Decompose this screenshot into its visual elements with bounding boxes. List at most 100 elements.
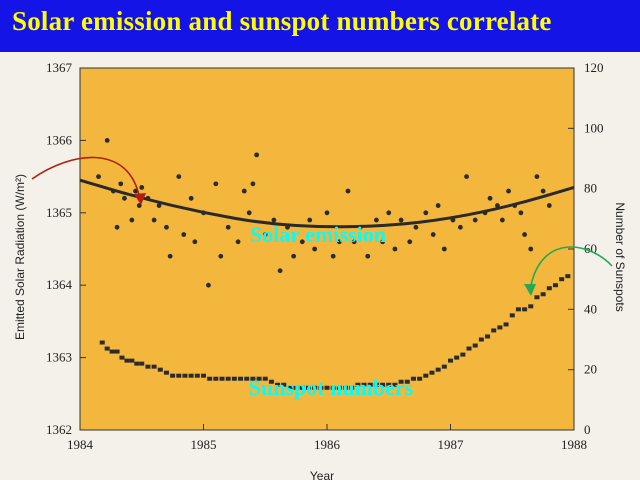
sunspot-point xyxy=(380,382,386,387)
sunspot-point xyxy=(472,343,478,348)
solar-emission-point xyxy=(522,232,527,237)
sunspot-point xyxy=(104,346,110,351)
solar-emission-point xyxy=(206,282,211,288)
solar-emission-point xyxy=(413,224,419,230)
sunspot-point xyxy=(207,376,213,381)
sunspot-point xyxy=(417,376,423,381)
solar-emission-point xyxy=(176,174,182,179)
sunspot-point xyxy=(99,340,105,345)
solar-emission-point xyxy=(122,195,127,201)
solar-emission-point xyxy=(398,217,404,223)
sunspot-point xyxy=(244,376,250,381)
sunspot-point xyxy=(151,364,157,369)
solar-emission-point xyxy=(518,210,524,216)
sunspot-numbers-label: Sunspot numbers xyxy=(249,375,414,400)
solar-emission-point xyxy=(118,181,124,187)
solar-emission-point xyxy=(324,210,330,216)
solar-emission-point xyxy=(156,203,162,208)
solar-emission-point xyxy=(167,253,173,259)
sunspot-point xyxy=(176,373,182,378)
y-right-tick-label: 80 xyxy=(584,181,597,196)
solar-emission-point xyxy=(225,224,231,230)
solar-emission-point xyxy=(218,253,224,259)
solar-emission-point xyxy=(164,224,169,230)
slide-title: Solar emission and sunspot numbers corre… xyxy=(12,6,552,36)
solar-emission-point xyxy=(129,217,135,223)
sunspot-point xyxy=(281,382,287,387)
sunspot-point xyxy=(528,304,534,309)
solar-emission-point xyxy=(330,253,336,259)
sunspot-point xyxy=(157,367,163,372)
sunspot-point xyxy=(454,355,460,360)
sunspot-point xyxy=(491,328,497,333)
chart-figure: 1984 1985 1986 1987 1988 1362 1363 1364 1365 1366… xyxy=(0,52,640,480)
sunspot-point xyxy=(129,358,135,363)
sunspot-point xyxy=(194,373,200,378)
sunspot-point xyxy=(219,376,225,381)
sunspot-point xyxy=(429,370,435,375)
solar-emission-point xyxy=(423,210,429,216)
solar-emission-point xyxy=(246,210,252,216)
sunspot-point xyxy=(163,370,169,375)
solar-emission-points xyxy=(96,138,552,288)
solar-emission-point xyxy=(499,217,505,223)
sunspot-point xyxy=(170,373,176,378)
sunspot-point xyxy=(546,286,552,291)
sunspot-point xyxy=(349,385,355,390)
x-tick-label: 1988 xyxy=(561,437,587,452)
sunspot-point xyxy=(392,382,398,387)
sunspot-point xyxy=(404,379,410,384)
sunspot-point xyxy=(565,274,571,279)
sunspot-point xyxy=(522,307,528,312)
sunspot-point xyxy=(324,385,330,390)
solar-emission-point xyxy=(464,174,469,179)
sunspot-point xyxy=(238,376,244,381)
solar-emission-point xyxy=(277,268,283,274)
solar-emission-point xyxy=(457,224,463,230)
y-left-tick-label: 1363 xyxy=(46,350,72,365)
sunspot-point xyxy=(398,379,404,384)
sunspot-point xyxy=(256,376,262,381)
x-tick-label: 1987 xyxy=(438,437,465,452)
solar-emission-point xyxy=(262,232,268,237)
solar-emission-point xyxy=(546,203,552,208)
solar-emission-point xyxy=(151,217,157,223)
y-right-tick-label: 0 xyxy=(584,422,591,437)
solar-emission-point xyxy=(435,203,441,208)
sunspot-point xyxy=(109,349,115,354)
solar-emission-point xyxy=(201,210,206,216)
sunspot-point xyxy=(145,364,151,369)
sunspot-point xyxy=(188,373,194,378)
sunspot-point xyxy=(485,334,491,339)
sunspot-point xyxy=(466,346,472,351)
solar-emission-point xyxy=(291,253,297,259)
sunspot-point xyxy=(275,382,281,387)
solar-emission-point xyxy=(336,239,342,245)
y-left-tick-label: 1362 xyxy=(46,422,72,437)
solar-emission-point xyxy=(407,239,413,245)
x-axis-title: Year xyxy=(310,469,334,480)
y-right-tick-label: 100 xyxy=(584,120,604,135)
solar-emission-point xyxy=(365,253,371,259)
y-left-tick-label: 1366 xyxy=(46,132,73,147)
y-left-tick-label: 1364 xyxy=(46,277,73,292)
solar-emission-point xyxy=(299,239,305,245)
sunspot-point xyxy=(497,325,503,330)
sunspot-point xyxy=(250,376,256,381)
solar-emission-label: Solar emission xyxy=(250,222,386,247)
sunspot-point xyxy=(119,355,125,360)
solar-emission-point xyxy=(487,195,493,201)
sunspot-point xyxy=(503,322,509,327)
solar-emission-point xyxy=(357,224,363,230)
solar-emission-point xyxy=(110,188,116,194)
sunspot-point xyxy=(293,385,299,390)
x-tick-label: 1985 xyxy=(191,437,217,452)
sunspot-point xyxy=(231,376,237,381)
sunspot-point xyxy=(182,373,188,378)
solar-emission-point xyxy=(114,224,120,230)
sunspot-point xyxy=(287,385,293,390)
solar-emission-point xyxy=(188,195,194,201)
solar-emission-point xyxy=(250,181,256,187)
solar-emission-point xyxy=(392,246,398,252)
solar-emission-point xyxy=(441,246,447,252)
